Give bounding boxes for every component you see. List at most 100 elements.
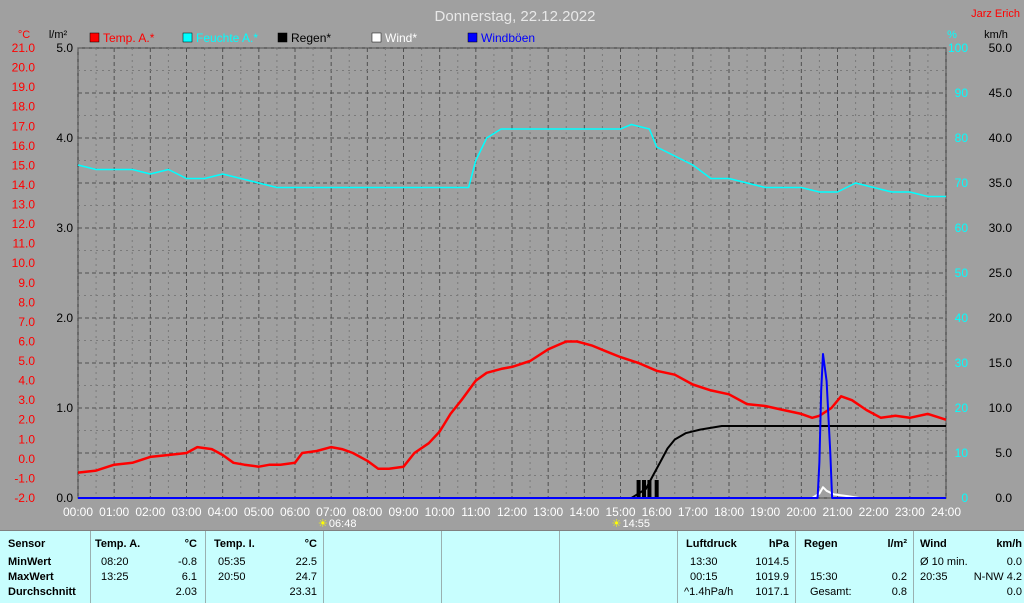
temp-tick-label: 8.0: [18, 295, 35, 309]
legend-label: Feuchte A.*: [196, 31, 258, 45]
wind-tick-label: 40.0: [989, 131, 1013, 145]
x-tick-label: 06:00: [280, 505, 310, 519]
temp-a-unit: °C: [184, 538, 197, 550]
x-tick-label: 14:00: [569, 505, 599, 519]
temp-tick-label: -2.0: [14, 491, 35, 505]
humidity-tick-label: 40: [955, 311, 969, 325]
legend-swatch: [277, 32, 288, 43]
sunset-icon: ☀: [611, 518, 621, 530]
temp-tick-label: 1.0: [18, 432, 35, 446]
wind-tick-label: 10.0: [989, 401, 1013, 415]
temp-i-max-time: 20:50: [218, 571, 246, 583]
sensor-header: Sensor: [8, 538, 46, 550]
temp-tick-label: 14.0: [12, 178, 36, 192]
temp-i-column: Temp. I. °C 05:35 22.5 20:50 24.7 23.31: [205, 531, 323, 603]
wind-tick-label: 45.0: [989, 86, 1013, 100]
x-tick-label: 09:00: [388, 505, 418, 519]
rain-axis-label: l/m²: [49, 29, 68, 41]
humidity-tick-label: 20: [955, 401, 969, 415]
humidity-tick-label: 80: [955, 131, 969, 145]
rain-tick-label: 3.0: [56, 221, 73, 235]
x-tick-label: 03:00: [171, 505, 201, 519]
temp-tick-label: 5.0: [18, 354, 35, 368]
wind-tick-label: 35.0: [989, 176, 1013, 190]
x-tick-label: 17:00: [678, 505, 708, 519]
rain-column: Regen l/m² 15:30 0.2 Gesamt: 0.8: [795, 531, 913, 603]
sunrise-time: 06:48: [329, 518, 357, 530]
x-tick-label: 21:00: [822, 505, 852, 519]
rain-max-value: 0.2: [891, 571, 907, 583]
legend-swatch: [467, 32, 478, 43]
x-tick-label: 10:00: [425, 505, 455, 519]
pressure-trend: ^1.4hPa/h: [684, 586, 734, 598]
temp-i-min-value: 22.5: [295, 556, 317, 568]
x-tick-label: 05:00: [244, 505, 274, 519]
wind-tick-label: 0.0: [995, 491, 1012, 505]
legend-label: Temp. A.*: [103, 31, 155, 45]
legend-label: Windböen: [481, 31, 535, 45]
pressure-min-time: 13:30: [690, 556, 718, 568]
humidity-tick-label: 30: [955, 356, 969, 370]
humidity-tick-label: 90: [955, 86, 969, 100]
series-line: [77, 340, 947, 474]
pressure-column: Luftdruck hPa 13:30 1014.5 00:15 1019.9 …: [677, 531, 795, 603]
temp-tick-label: 20.0: [12, 61, 36, 75]
min-label: MinWert: [8, 556, 52, 568]
temp-tick-label: 19.0: [12, 80, 36, 94]
legend-swatch: [89, 32, 100, 43]
wind-max-value: N-NW 4.2: [973, 571, 1022, 583]
wind-column: Wind km/h Ø 10 min. 0.0 20:35 N-NW 4.2 0…: [913, 531, 1024, 603]
wind-tick-label: 30.0: [989, 221, 1013, 235]
series-line: [78, 425, 946, 499]
x-tick-label: 08:00: [352, 505, 382, 519]
x-tick-label: 22:00: [859, 505, 889, 519]
rain-bar: [647, 480, 652, 498]
pressure-min-value: 1014.5: [755, 556, 789, 568]
temp-tick-label: 0.0: [18, 452, 35, 466]
temp-a-min-value: -0.8: [178, 556, 197, 568]
x-tick-label: 16:00: [642, 505, 672, 519]
temp-tick-label: 21.0: [12, 41, 36, 55]
temp-tick-label: 3.0: [18, 393, 35, 407]
temp-a-max-time: 13:25: [101, 571, 129, 583]
temp-a-header: Temp. A.: [95, 538, 141, 550]
rain-total-value: 0.8: [891, 586, 907, 598]
legend-label: Regen*: [291, 31, 331, 45]
temp-tick-label: 4.0: [18, 374, 35, 388]
empty-column-3: [559, 531, 677, 603]
temp-tick-label: 2.0: [18, 413, 35, 427]
sunrise-icon: ☀: [318, 518, 328, 530]
statistics-panel: Sensor MinWert MaxWert Durchschnitt Temp…: [0, 530, 1024, 603]
pressure-header: Luftdruck: [686, 538, 737, 550]
rain-bar: [636, 480, 641, 498]
temp-tick-label: 12.0: [12, 217, 36, 231]
wind-tick-label: 20.0: [989, 311, 1013, 325]
series-line: [77, 123, 946, 198]
wind-unit: km/h: [996, 538, 1022, 550]
temp-a-min-time: 08:20: [101, 556, 129, 568]
avg-label: Durchschnitt: [8, 586, 76, 598]
legend-swatch: [182, 32, 193, 43]
humidity-tick-label: 60: [955, 221, 969, 235]
pressure-max-time: 00:15: [690, 571, 718, 583]
pressure-max-value: 1019.9: [755, 571, 789, 583]
pressure-trend-value: 1017.1: [755, 586, 789, 598]
rain-header: Regen: [804, 538, 838, 550]
temp-tick-label: 16.0: [12, 139, 36, 153]
rain-tick-label: 1.0: [56, 401, 73, 415]
temp-tick-label: 15.0: [12, 158, 36, 172]
temp-tick-label: -1.0: [14, 471, 35, 485]
legend-label: Wind*: [385, 31, 417, 45]
x-tick-label: 19:00: [750, 505, 780, 519]
temp-i-min-time: 05:35: [218, 556, 246, 568]
wind-tick-label: 25.0: [989, 266, 1013, 280]
humidity-tick-label: 0: [961, 491, 968, 505]
rain-max-time: 15:30: [810, 571, 838, 583]
wind-tick-label: 50.0: [989, 41, 1013, 55]
weather-chart: Donnerstag, 22.12.2022 Jarz Erich °C l/m²% k…: [12, 8, 1020, 530]
series-line: [78, 353, 946, 499]
wind-max-time: 20:35: [920, 571, 948, 583]
rain-tick-label: 2.0: [56, 311, 73, 325]
temp-tick-label: 13.0: [12, 198, 36, 212]
temp-tick-label: 17.0: [12, 119, 36, 133]
